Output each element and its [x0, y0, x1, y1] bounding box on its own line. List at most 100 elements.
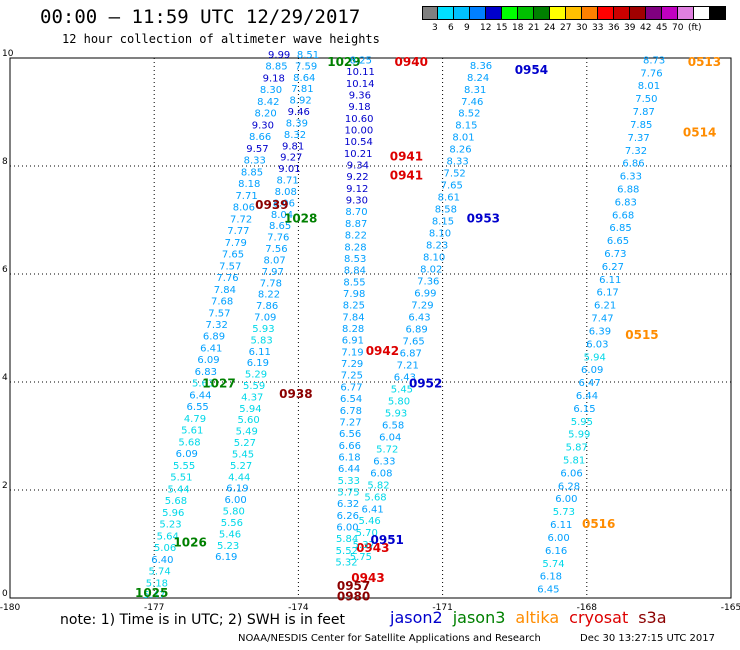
swh-value-label: 4.44	[228, 472, 250, 483]
swh-value-label: 5.68	[178, 437, 200, 448]
pass-time-label: 0952	[409, 376, 442, 390]
swh-value-label: 5.73	[553, 507, 575, 518]
swh-value-label: 6.00	[336, 523, 358, 534]
swh-value-label: 6.43	[408, 312, 430, 323]
legend-swatch	[550, 6, 566, 20]
swh-value-label: 5.46	[359, 516, 381, 527]
swh-value-label: 5.75	[337, 488, 359, 499]
swh-value-label: 6.43	[394, 372, 416, 383]
swh-value-label: 7.68	[211, 297, 233, 308]
legend-label: 33	[592, 23, 604, 33]
swh-value-label: 8.26	[449, 145, 471, 156]
legend-label: (ft)	[688, 23, 702, 33]
swh-value-label: 5.18	[146, 578, 168, 589]
swh-value-label: 5.23	[217, 541, 239, 552]
swh-value-label: 5.80	[223, 507, 245, 518]
pass-time-label: 1025	[135, 586, 168, 600]
swh-value-label: 5.87	[566, 443, 588, 454]
swh-value-label: 6.09	[176, 449, 198, 460]
swh-value-label: 8.15	[455, 121, 477, 132]
swh-value-label: 7.81	[291, 84, 313, 95]
swh-value-label: 8.64	[293, 73, 315, 84]
swh-value-label: 8.73	[643, 55, 665, 66]
legend-label: 45	[656, 23, 668, 33]
legend-swatch	[598, 6, 614, 20]
swh-value-label: 6.47	[578, 378, 600, 389]
swh-value-label: 6.89	[203, 332, 225, 343]
swh-value-label: 8.42	[257, 97, 279, 108]
swh-value-label: 9.36	[349, 90, 371, 101]
swh-value-label: 10.60	[345, 114, 374, 125]
swh-value-label: 6.55	[187, 402, 209, 413]
swh-value-label: 5.37	[353, 540, 375, 551]
legend-label: 6	[448, 23, 454, 33]
swh-value-label: 9.18	[263, 73, 285, 84]
pass-time-label: 0943	[351, 571, 384, 585]
legend-swatch	[630, 6, 646, 20]
swh-value-label: 9.81	[282, 141, 304, 152]
swh-value-label: 7.19	[341, 347, 363, 358]
swh-value-label: 5.93	[252, 324, 274, 335]
y-tick-label: 10	[2, 49, 14, 59]
swh-value-label: 8.06	[273, 198, 295, 209]
swh-value-label: 6.54	[340, 394, 362, 405]
pass-time-label: 0951	[371, 533, 404, 547]
legend-label: 70	[672, 23, 684, 33]
swh-value-label: 6.09	[197, 355, 219, 366]
pass-time-label: 1029	[327, 55, 360, 69]
swh-value-label: 6.99	[414, 289, 436, 300]
swh-value-label: 6.18	[338, 452, 360, 463]
legend-border	[422, 6, 726, 20]
legend-label: 36	[608, 23, 620, 33]
swh-value-label: 5.45	[391, 384, 413, 395]
swh-value-label: 4.37	[241, 392, 263, 403]
swh-value-label: 6.73	[604, 249, 626, 260]
swh-value-label: 10.54	[344, 137, 373, 148]
swh-value-label: 6.19	[215, 552, 237, 563]
generated-timestamp: Dec 30 13:27:15 UTC 2017	[580, 633, 715, 644]
swh-value-label: 6.44	[576, 391, 598, 402]
x-tick-label: -180	[0, 603, 20, 613]
swh-value-label: 8.52	[458, 109, 480, 120]
swh-value-label: 5.95	[571, 417, 593, 428]
swh-value-label: 7.79	[225, 238, 247, 249]
swh-value-label: 5.63	[192, 379, 214, 390]
swh-value-label: 6.16	[545, 546, 567, 557]
legend-swatch	[694, 6, 710, 20]
swh-value-label: 6.18	[540, 572, 562, 583]
swh-value-label: 8.51	[297, 50, 319, 61]
pass-time-label: 1027	[202, 376, 235, 390]
pass-time-label: 0954	[515, 63, 548, 77]
swh-value-label: 4.79	[184, 414, 206, 425]
swh-value-label: 5.75	[350, 552, 372, 563]
swh-value-label: 6.32	[337, 499, 359, 510]
swh-value-label: 9.27	[280, 153, 302, 164]
swh-value-label: 8.15	[432, 217, 454, 228]
chart-subtitle: 12 hour collection of altimeter wave hei…	[62, 32, 380, 46]
legend-swatch	[518, 6, 534, 20]
swh-value-label: 8.32	[284, 130, 306, 141]
swh-value-label: 7.56	[265, 244, 287, 255]
swh-value-label: 5.74	[542, 559, 564, 570]
swh-value-label: 6.83	[615, 197, 637, 208]
swh-value-label: 10.14	[346, 79, 375, 90]
swh-value-label: 5.27	[230, 461, 252, 472]
swh-value-label: 6.65	[607, 236, 629, 247]
swh-value-label: 7.37	[627, 133, 649, 144]
swh-value-label: 7.76	[216, 273, 238, 284]
swh-value-label: 5.68	[364, 492, 386, 503]
pass-time-label: 0957	[337, 579, 370, 593]
legend-swatch	[422, 6, 438, 20]
swh-value-label: 5.59	[243, 381, 265, 392]
swh-value-label: 6.00	[224, 495, 246, 506]
swh-value-label: 8.20	[254, 109, 276, 120]
pass-time-label: 1026	[173, 536, 206, 550]
swh-value-label: 6.77	[340, 382, 362, 393]
swh-value-label: 10.00	[345, 125, 374, 136]
x-tick-label: -174	[288, 603, 309, 613]
swh-value-label: 6.66	[339, 441, 361, 452]
y-tick-label: 8	[2, 157, 8, 167]
swh-value-label: 6.89	[405, 324, 427, 335]
swh-value-label: 5.96	[162, 508, 184, 519]
pass-time-label: 0953	[467, 212, 500, 226]
